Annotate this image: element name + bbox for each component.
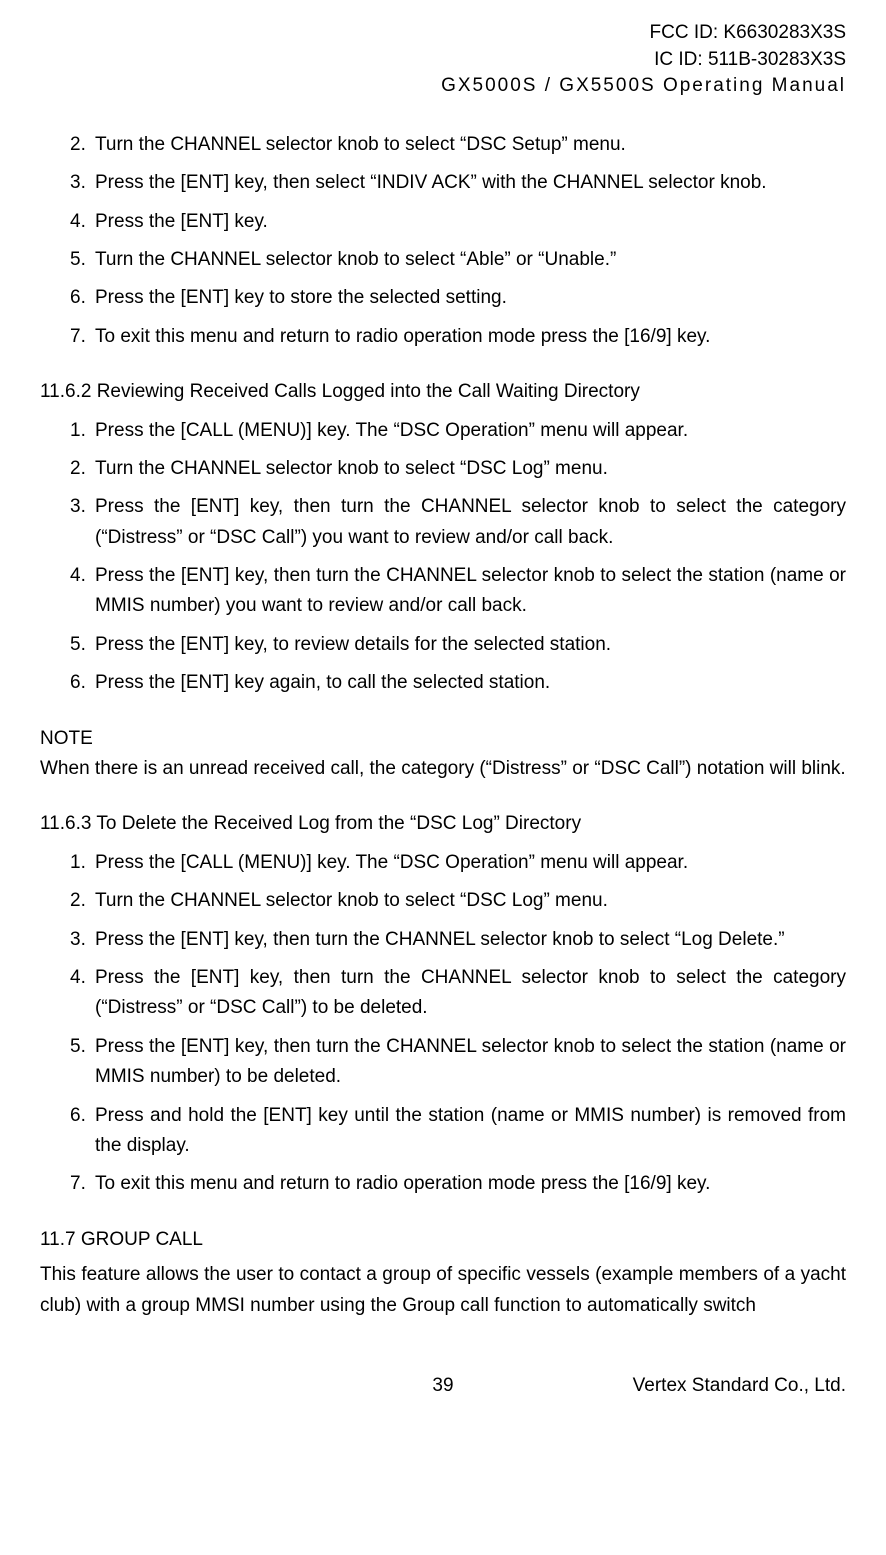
item-number: 2. xyxy=(70,130,95,160)
item-number: 2. xyxy=(70,454,95,484)
section-1163-list: 1. Press the [CALL (MENU)] key. The “DSC… xyxy=(40,848,846,1200)
item-text: Press the [CALL (MENU)] key. The “DSC Op… xyxy=(95,848,846,878)
list-item: 7. To exit this menu and return to radio… xyxy=(70,1169,846,1199)
page-footer: Vertex Standard Co., Ltd. 39 xyxy=(40,1371,846,1401)
item-text: Turn the CHANNEL selector knob to select… xyxy=(95,886,846,916)
footer-company: Vertex Standard Co., Ltd. xyxy=(633,1371,846,1401)
item-number: 5. xyxy=(70,245,95,275)
item-text: Press and hold the [ENT] key until the s… xyxy=(95,1101,846,1162)
ic-id-text: IC ID: 511B-30283X3S xyxy=(40,47,846,74)
item-number: 4. xyxy=(70,561,95,622)
product-title: GX5000S / GX5500S Operating Manual xyxy=(40,73,846,100)
item-text: Press the [ENT] key, to review details f… xyxy=(95,630,846,660)
list-item: 4. Press the [ENT] key, then turn the CH… xyxy=(70,963,846,1024)
list-item: 6. Press and hold the [ENT] key until th… xyxy=(70,1101,846,1162)
item-text: Press the [ENT] key again, to call the s… xyxy=(95,668,846,698)
fcc-id-text: FCC ID: K6630283X3S xyxy=(40,20,846,47)
item-text: Press the [ENT] key, then turn the CHANN… xyxy=(95,925,846,955)
list-item: 5. Press the [ENT] key, to review detail… xyxy=(70,630,846,660)
item-text: Press the [ENT] key. xyxy=(95,207,846,237)
item-number: 5. xyxy=(70,630,95,660)
item-text: To exit this menu and return to radio op… xyxy=(95,322,846,352)
item-number: 4. xyxy=(70,207,95,237)
item-number: 1. xyxy=(70,416,95,446)
document-header: FCC ID: K6630283X3S IC ID: 511B-30283X3S… xyxy=(40,20,846,100)
list-item: 2. Turn the CHANNEL selector knob to sel… xyxy=(70,454,846,484)
item-text: Turn the CHANNEL selector knob to select… xyxy=(95,245,846,275)
list-item: 2. Turn the CHANNEL selector knob to sel… xyxy=(70,130,846,160)
item-text: Press the [ENT] key, then turn the CHANN… xyxy=(95,561,846,622)
item-number: 1. xyxy=(70,848,95,878)
item-number: 5. xyxy=(70,1032,95,1093)
item-text: Turn the CHANNEL selector knob to select… xyxy=(95,454,846,484)
list-item: 7. To exit this menu and return to radio… xyxy=(70,322,846,352)
item-number: 6. xyxy=(70,1101,95,1162)
page-number: 39 xyxy=(432,1371,453,1401)
item-number: 4. xyxy=(70,963,95,1024)
list-item: 5. Turn the CHANNEL selector knob to sel… xyxy=(70,245,846,275)
item-number: 3. xyxy=(70,168,95,198)
item-number: 3. xyxy=(70,492,95,553)
item-number: 6. xyxy=(70,283,95,313)
item-text: To exit this menu and return to radio op… xyxy=(95,1169,846,1199)
list-item: 2. Turn the CHANNEL selector knob to sel… xyxy=(70,886,846,916)
item-text: Press the [ENT] key, then select “INDIV … xyxy=(95,168,846,198)
list-item: 1. Press the [CALL (MENU)] key. The “DSC… xyxy=(70,848,846,878)
list-item: 1. Press the [CALL (MENU)] key. The “DSC… xyxy=(70,416,846,446)
list-item: 5. Press the [ENT] key, then turn the CH… xyxy=(70,1032,846,1093)
section-heading-1163: 11.6.3 To Delete the Received Log from t… xyxy=(40,809,846,839)
item-number: 7. xyxy=(70,322,95,352)
item-text: Press the [ENT] key, then turn the CHANN… xyxy=(95,1032,846,1093)
item-text: Press the [ENT] key to store the selecte… xyxy=(95,283,846,313)
item-text: Press the [ENT] key, then turn the CHANN… xyxy=(95,963,846,1024)
list-item: 3. Press the [ENT] key, then turn the CH… xyxy=(70,925,846,955)
list-item: 4. Press the [ENT] key, then turn the CH… xyxy=(70,561,846,622)
section-1162-list: 1. Press the [CALL (MENU)] key. The “DSC… xyxy=(40,416,846,699)
item-text: Press the [ENT] key, then turn the CHANN… xyxy=(95,492,846,553)
note-label: NOTE xyxy=(40,724,846,754)
item-number: 2. xyxy=(70,886,95,916)
list-item: 4. Press the [ENT] key. xyxy=(70,207,846,237)
item-text: Turn the CHANNEL selector knob to select… xyxy=(95,130,846,160)
list-item: 6. Press the [ENT] key to store the sele… xyxy=(70,283,846,313)
item-number: 6. xyxy=(70,668,95,698)
item-number: 7. xyxy=(70,1169,95,1199)
list-item: 3. Press the [ENT] key, then turn the CH… xyxy=(70,492,846,553)
section-heading-117: 11.7 GROUP CALL xyxy=(40,1225,846,1255)
first-instruction-list: 2. Turn the CHANNEL selector knob to sel… xyxy=(40,130,846,352)
note-text: When there is an unread received call, t… xyxy=(40,754,846,784)
list-item: 3. Press the [ENT] key, then select “IND… xyxy=(70,168,846,198)
item-text: Press the [CALL (MENU)] key. The “DSC Op… xyxy=(95,416,846,446)
item-number: 3. xyxy=(70,925,95,955)
section-heading-1162: 11.6.2 Reviewing Received Calls Logged i… xyxy=(40,377,846,407)
list-item: 6. Press the [ENT] key again, to call th… xyxy=(70,668,846,698)
section-117-paragraph: This feature allows the user to contact … xyxy=(40,1260,846,1321)
